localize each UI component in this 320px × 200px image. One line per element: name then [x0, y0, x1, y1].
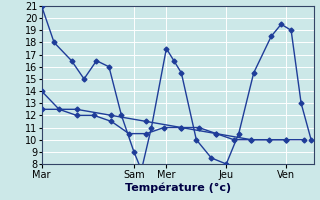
X-axis label: Température (°c): Température (°c)	[124, 182, 231, 193]
